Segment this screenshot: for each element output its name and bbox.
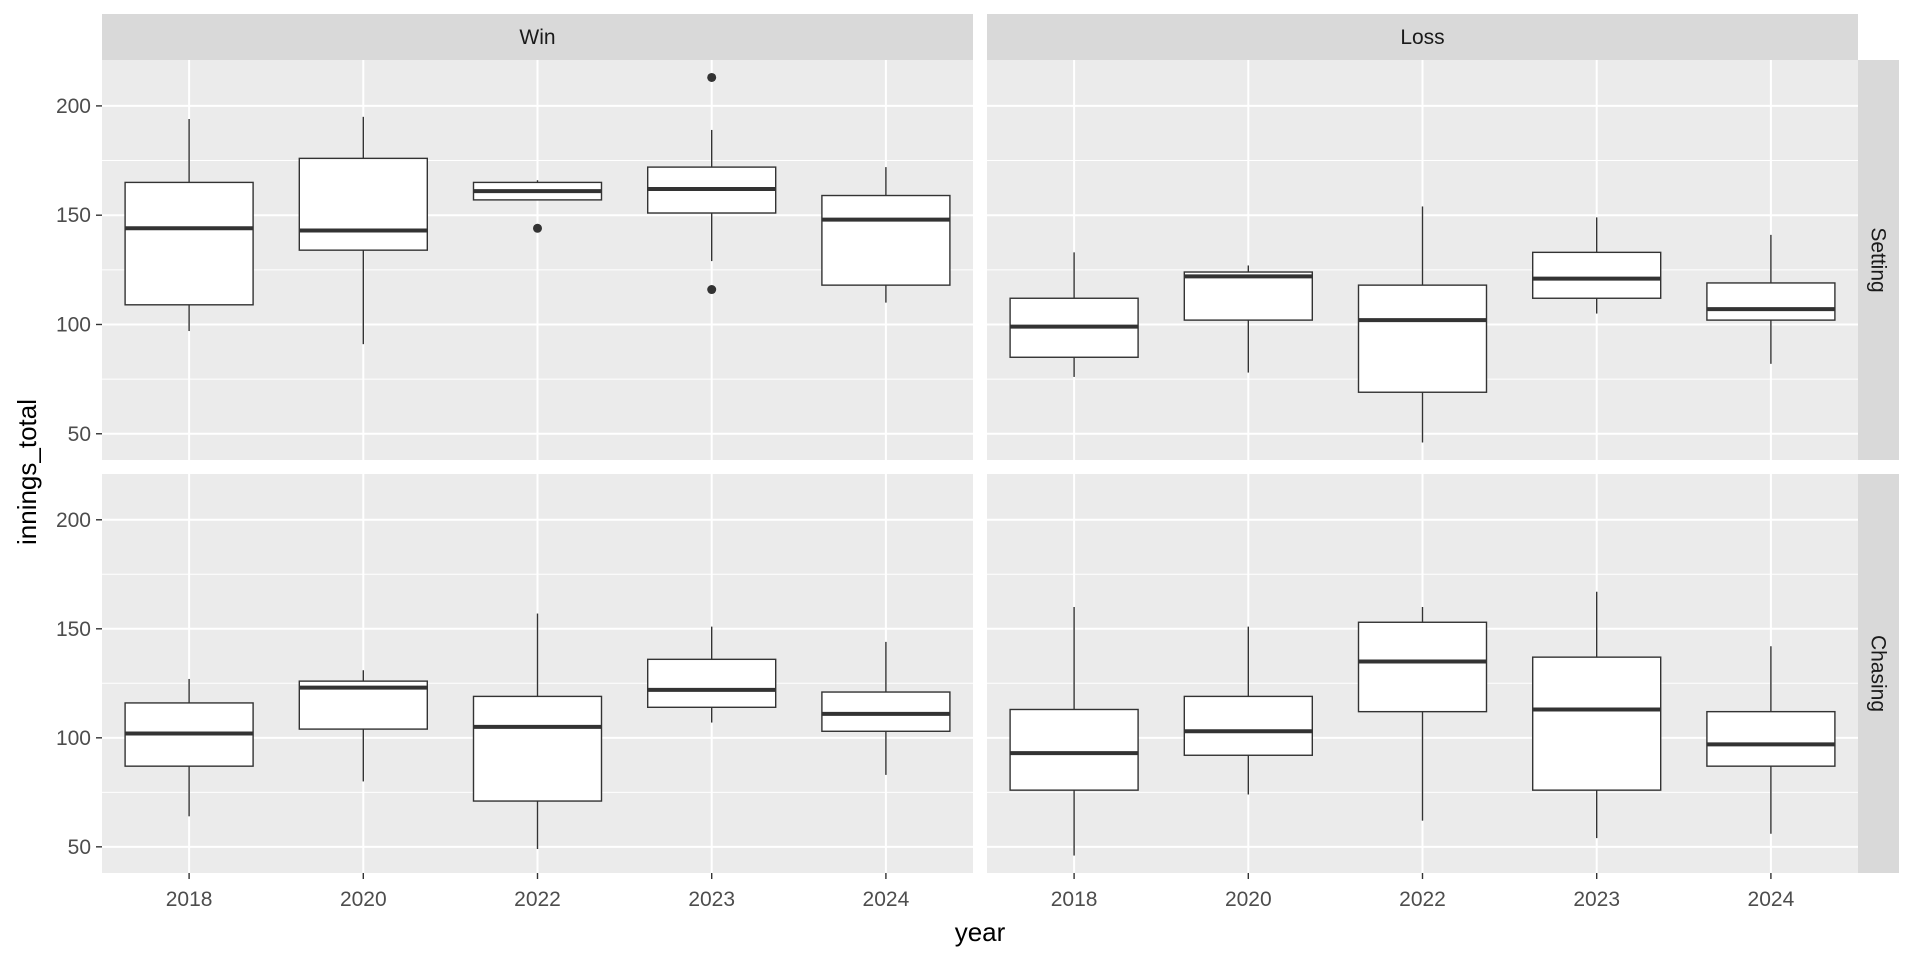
- x-tick-label: 2023: [1573, 888, 1620, 911]
- y-axis-title: innings_total: [12, 399, 42, 545]
- box-2020: [298, 670, 428, 782]
- x-tick-label: 2022: [1399, 888, 1446, 911]
- y-tick-label: 100: [56, 313, 91, 336]
- strip-label-loss: Loss: [1400, 26, 1444, 49]
- panel-win-chasing: [102, 474, 973, 873]
- box-body: [1183, 695, 1314, 756]
- y-tick-label: 150: [56, 618, 91, 641]
- box-2020: [298, 116, 428, 345]
- y-tick-label: 50: [68, 836, 91, 859]
- x-tick-label: 2024: [863, 888, 910, 911]
- y-tick-label: 50: [68, 423, 91, 446]
- strip-row-setting: [1858, 60, 1899, 460]
- box-2024: [1706, 234, 1836, 364]
- box-2022: [472, 613, 603, 850]
- outlier-point: [533, 223, 542, 233]
- box-2024: [1706, 646, 1836, 834]
- x-axis-title: year: [955, 917, 1006, 947]
- strip-col-win: [102, 14, 973, 60]
- panel-loss-setting: [987, 60, 1858, 460]
- x-tick-label: 2018: [166, 888, 213, 911]
- box-body: [472, 695, 603, 802]
- outlier-point: [707, 285, 717, 295]
- box-body: [124, 181, 254, 306]
- box-2024: [821, 167, 951, 303]
- strip-label-setting: Setting: [1867, 227, 1890, 292]
- x-tick-label: 2018: [1051, 888, 1098, 911]
- box-body: [1531, 656, 1662, 791]
- box-body: [1706, 282, 1836, 321]
- x-tick-label: 2024: [1748, 888, 1795, 911]
- strip-label-chasing: Chasing: [1867, 635, 1890, 712]
- box-2018: [1009, 252, 1139, 377]
- y-tick-label: 200: [56, 95, 91, 118]
- strips-layer: Win Loss Setting Chasing: [102, 14, 1899, 873]
- box-2018: [1009, 607, 1139, 856]
- x-tick-label: 2020: [340, 888, 387, 911]
- x-tick-label: 2020: [1225, 888, 1272, 911]
- box-2018: [124, 119, 254, 332]
- box-2023: [647, 72, 777, 295]
- y-tick-label: 200: [56, 509, 91, 532]
- x-tick-label: 2022: [514, 888, 561, 911]
- box-body: [1706, 710, 1836, 767]
- panel-loss-chasing: [987, 474, 1858, 873]
- box-2018: [124, 678, 254, 817]
- panel-win-setting: [102, 60, 973, 460]
- box-body: [821, 691, 951, 732]
- box-body: [1531, 251, 1662, 299]
- axes-layer: 50 100 150 200 50 100 150 200 2018 2020 2022 2023 20…: [56, 95, 1795, 911]
- strip-col-loss: [987, 14, 1858, 60]
- box-body: [821, 194, 951, 286]
- box-2023: [1531, 591, 1662, 839]
- x-tick-label: 2023: [688, 888, 735, 911]
- box-2022: [1357, 607, 1488, 821]
- box-2022: [472, 180, 603, 233]
- box-2020: [1183, 626, 1314, 795]
- strip-label-win: Win: [519, 26, 555, 49]
- box-2020: [1183, 265, 1314, 373]
- box-2023: [1531, 217, 1662, 314]
- y-tick-label: 150: [56, 204, 91, 227]
- box-body: [647, 658, 777, 708]
- box-body: [1357, 284, 1488, 393]
- box-body: [1009, 708, 1139, 791]
- panels-layer: [102, 60, 1858, 873]
- box-2022: [1357, 206, 1488, 443]
- y-tick-label: 100: [56, 727, 91, 750]
- box-body: [1183, 271, 1314, 321]
- box-body: [1357, 621, 1488, 713]
- box-2024: [821, 641, 951, 775]
- box-2023: [647, 626, 777, 723]
- outlier-point: [707, 72, 717, 82]
- strip-row-chasing: [1858, 474, 1899, 873]
- box-body: [298, 157, 428, 251]
